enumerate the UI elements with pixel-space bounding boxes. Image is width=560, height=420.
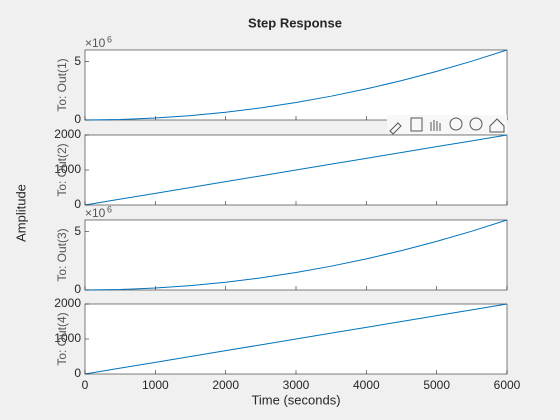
x-tick-label: 2000 <box>212 378 239 392</box>
chart-title: Step Response <box>248 15 342 30</box>
axes-background <box>84 49 508 121</box>
y-tick-label: 0 <box>74 112 81 126</box>
subplot-y-label: To: Out(2) <box>55 143 69 196</box>
x-tick-label: 4000 <box>353 378 380 392</box>
y-exponent-power: 6 <box>107 34 112 44</box>
pan-icon[interactable] <box>430 120 441 131</box>
brush-icon[interactable] <box>389 122 402 135</box>
y-tick-label: 2000 <box>54 296 81 310</box>
x-tick-label: 6000 <box>494 378 521 392</box>
subplot-y-label: To: Out(1) <box>55 58 69 111</box>
subplot-y-label: To: Out(4) <box>55 312 69 365</box>
line <box>84 303 508 375</box>
x-tick-label: 3000 <box>283 378 310 392</box>
zoom-out-icon[interactable] <box>469 117 483 131</box>
zoom-in-icon[interactable] <box>449 117 463 131</box>
y-tick-label: 0 <box>74 197 81 211</box>
home-icon[interactable] <box>489 118 505 133</box>
axes-background <box>84 219 508 291</box>
y-tick-label: 2000 <box>54 127 81 141</box>
x-tick-label: 1000 <box>142 378 169 392</box>
y-tick-label: 5 <box>74 54 81 68</box>
y-tick-label: 0 <box>74 282 81 296</box>
datatip-icon[interactable] <box>410 117 423 132</box>
y-tick-label: 1000 <box>54 331 81 345</box>
y-tick-label: 0 <box>74 366 81 380</box>
toolbar-bg <box>387 115 507 134</box>
toolbar[interactable] <box>387 115 507 135</box>
subplot-y-label: To: Out(3) <box>55 228 69 281</box>
x-tick-label: 0 <box>82 378 89 392</box>
line <box>84 134 508 206</box>
y-axis-label: Amplitude <box>13 184 28 242</box>
y-tick-label: 1000 <box>54 162 81 176</box>
y-exponent: ×10 <box>85 206 106 220</box>
y-tick-label: 5 <box>74 224 81 238</box>
x-axis-label: Time (seconds) <box>251 392 340 407</box>
x-tick-label: 5000 <box>423 378 450 392</box>
y-exponent-power: 6 <box>107 204 112 214</box>
y-exponent: ×10 <box>85 36 106 50</box>
